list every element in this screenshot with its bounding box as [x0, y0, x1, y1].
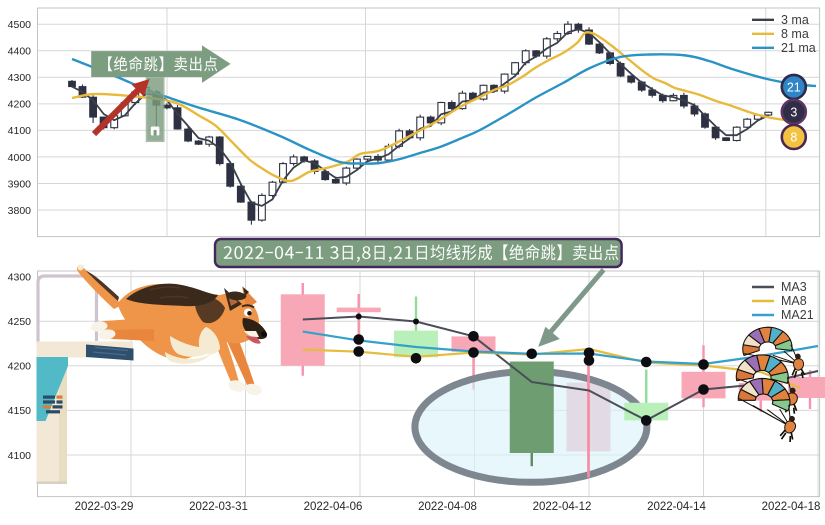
svg-text:21 ma: 21 ma	[781, 41, 816, 55]
svg-text:2022-04-06: 2022-04-06	[304, 501, 363, 513]
svg-text:2022-03-29: 2022-03-29	[75, 501, 134, 513]
svg-text:4300: 4300	[8, 72, 32, 84]
svg-text:MA8: MA8	[781, 294, 807, 308]
svg-text:MA3: MA3	[781, 280, 807, 294]
svg-text:4000: 4000	[8, 152, 32, 164]
svg-text:8 ma: 8 ma	[781, 27, 809, 41]
svg-text:2022-04-08: 2022-04-08	[418, 501, 477, 513]
svg-text:MA21: MA21	[781, 308, 814, 322]
svg-text:3800: 3800	[8, 205, 32, 217]
svg-text:3 ma: 3 ma	[781, 13, 809, 27]
svg-text:4500: 4500	[8, 19, 32, 31]
svg-text:8: 8	[790, 130, 797, 144]
svg-text:4100: 4100	[8, 450, 32, 462]
svg-text:2022-04-12: 2022-04-12	[533, 501, 592, 513]
svg-text:4400: 4400	[8, 46, 32, 58]
svg-text:4250: 4250	[8, 316, 32, 328]
svg-text:2022-04-18: 2022-04-18	[762, 501, 821, 513]
svg-text:4100: 4100	[8, 125, 32, 137]
svg-text:21: 21	[787, 80, 801, 94]
svg-text:4150: 4150	[8, 405, 32, 417]
svg-text:3900: 3900	[8, 178, 32, 190]
svg-text:2022-04-14: 2022-04-14	[647, 501, 706, 513]
svg-text:4200: 4200	[8, 99, 32, 111]
svg-text:3: 3	[790, 105, 797, 119]
svg-text:4300: 4300	[8, 271, 32, 283]
svg-text:4200: 4200	[8, 361, 32, 373]
svg-text:2022-03-31: 2022-03-31	[189, 501, 248, 513]
